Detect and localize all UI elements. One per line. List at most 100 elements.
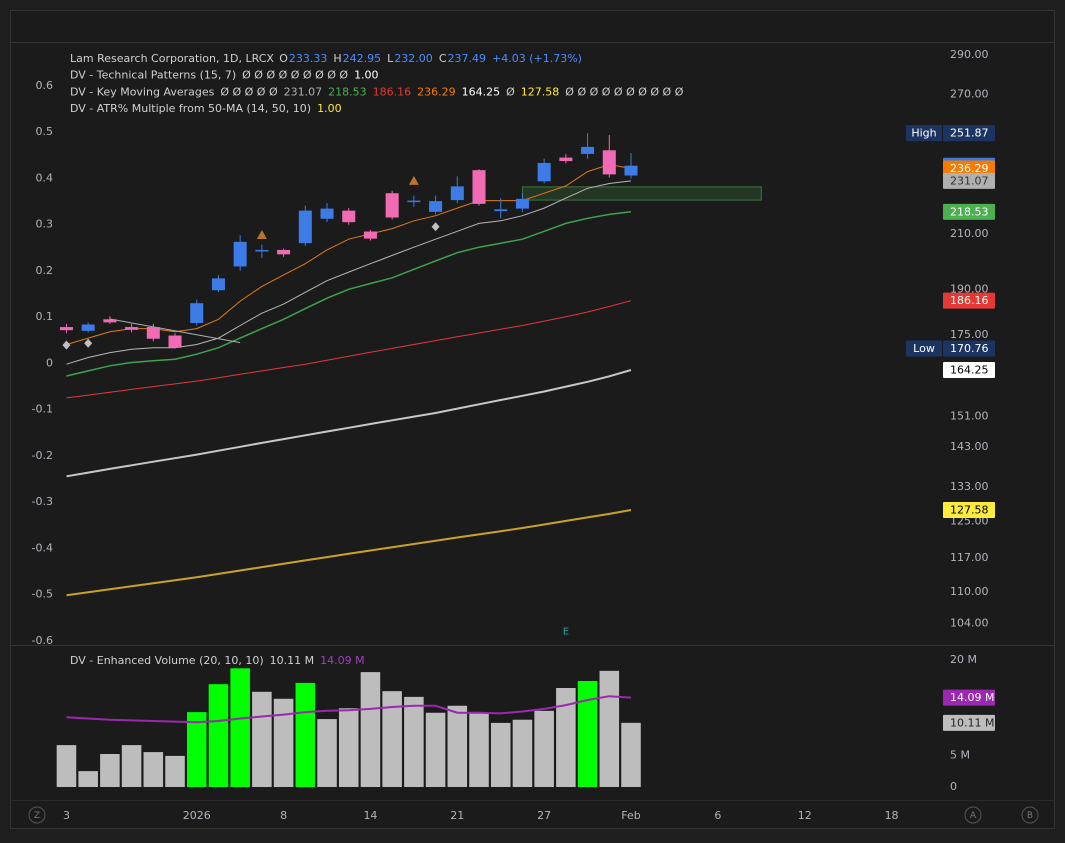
- moving-average-line: [66, 211, 632, 377]
- candle-body: [515, 198, 529, 209]
- legend-title: DV - ATR% Multiple from 50-MA (14, 50, 1…: [70, 102, 311, 115]
- oscillator-tick-label: -0.4: [32, 541, 53, 554]
- pattern-marker: [256, 229, 267, 239]
- legend-value: 1.00: [354, 69, 379, 82]
- price-tick-label: 210.00: [950, 227, 989, 240]
- volume-bar: [382, 691, 402, 787]
- price-tick-label: 143.00: [950, 440, 989, 453]
- volume-bar: [534, 710, 554, 787]
- legend-value: 218.53: [328, 85, 367, 98]
- candle-body: [168, 335, 182, 348]
- volume-bar: [208, 684, 229, 787]
- candle-body: [342, 210, 356, 223]
- candle-body: [385, 193, 399, 218]
- legend-value: 164.25: [462, 85, 501, 98]
- price-tick-label: 151.00: [950, 410, 989, 423]
- legend-label: H: [333, 52, 341, 65]
- price-badge-text: 251.87: [950, 127, 989, 140]
- legend-value: 1.00: [317, 102, 342, 115]
- volume-bar: [360, 672, 381, 787]
- x-tick-label: 21: [450, 809, 464, 822]
- candle-body: [190, 303, 204, 324]
- x-tick-label: 2026: [183, 809, 211, 822]
- price-badge-text: 186.16: [950, 294, 989, 307]
- legend-value: 233.33: [289, 52, 328, 65]
- legend-value: 14.09 M: [320, 654, 364, 667]
- price-badge: [943, 160, 995, 177]
- x-tick-label: 12: [798, 809, 812, 822]
- price-tick-label: 175.00: [950, 328, 989, 341]
- control-circle[interactable]: [964, 806, 982, 824]
- legend-title: Lam Research Corporation, 1D, LRCX: [70, 52, 274, 65]
- volume-bar: [490, 722, 511, 787]
- control-circle[interactable]: [1021, 806, 1039, 824]
- price-badge: [943, 292, 995, 309]
- legend-value: 186.16: [373, 85, 412, 98]
- legend-row: DV - Enhanced Volume (20, 10, 10) 10.11 M…: [70, 654, 365, 667]
- oscillator-tick-label: -0.2: [32, 449, 53, 462]
- legend-value: 242.95: [343, 52, 382, 65]
- candle-body: [559, 157, 573, 162]
- volume-bar: [599, 670, 620, 787]
- price-badge-text: 170.76: [950, 342, 989, 355]
- legend-value: Ø Ø Ø Ø Ø: [220, 85, 278, 98]
- legend-value: 232.00: [394, 52, 433, 65]
- price-badge-text: 164.25: [950, 364, 989, 377]
- price-badge-text: 236.29: [950, 162, 989, 175]
- moving-average-line: [66, 300, 632, 399]
- volume-bar: [404, 696, 424, 787]
- candle-body: [211, 278, 225, 291]
- volume-bar: [556, 687, 576, 787]
- x-tick-label: 3: [63, 809, 70, 822]
- candle-body: [450, 186, 464, 201]
- volume-bar: [512, 719, 533, 787]
- control-label[interactable]: B: [1027, 811, 1033, 821]
- price-badge: [943, 340, 995, 357]
- legend-value: 237.49: [448, 52, 487, 65]
- x-tick-label: 18: [885, 809, 899, 822]
- candle-body: [494, 209, 508, 212]
- oscillator-tick-label: 0.1: [36, 310, 54, 323]
- candle-body: [537, 162, 551, 182]
- candle-body: [407, 200, 421, 203]
- moving-average-line: [66, 163, 632, 345]
- price-tick-label: 190.00: [950, 282, 989, 295]
- control-label[interactable]: Z: [34, 811, 40, 821]
- control-button[interactable]: B: [1021, 806, 1039, 824]
- control-circle[interactable]: [28, 806, 46, 824]
- oscillator-tick-label: 0.6: [36, 79, 54, 92]
- legend-title: DV - Technical Patterns (15, 7): [70, 69, 236, 82]
- x-tick-label: 6: [714, 809, 721, 822]
- badge-tag: [906, 340, 942, 357]
- legend-title: DV - Enhanced Volume (20, 10, 10): [70, 654, 264, 667]
- control-button[interactable]: A: [964, 806, 982, 824]
- volume-bar: [469, 712, 489, 787]
- volume-bar: [230, 668, 250, 787]
- x-tick-label: Feb: [621, 809, 640, 822]
- volume-bar: [577, 681, 598, 787]
- price-badge: [943, 689, 995, 706]
- control-label[interactable]: A: [970, 811, 977, 821]
- oscillator-tick-label: -0.1: [32, 403, 53, 416]
- price-badge: [943, 502, 995, 519]
- legend-value: 236.29: [417, 85, 456, 98]
- oscillator-tick-label: -0.5: [32, 588, 53, 601]
- price-badge-text: 14.09 M: [950, 691, 994, 704]
- x-tick-label: 14: [363, 809, 377, 822]
- price-badge: [943, 362, 995, 379]
- oscillator-tick-label: -0.3: [32, 495, 53, 508]
- oscillator-tick-label: 0.4: [36, 171, 54, 184]
- candle-body: [624, 165, 638, 176]
- pattern-marker: [84, 338, 93, 348]
- price-badge-text: 10.11 M: [950, 716, 994, 729]
- volume-bar: [621, 722, 641, 787]
- legend-value: 231.07: [284, 85, 323, 98]
- volume-bar: [143, 752, 164, 787]
- volume-bar: [165, 755, 185, 787]
- badge-tag-text: High: [911, 127, 936, 140]
- pattern-marker: [408, 175, 419, 185]
- control-button[interactable]: Z: [28, 806, 46, 824]
- legend-row: DV - Technical Patterns (15, 7) Ø Ø Ø Ø Ø…: [70, 69, 379, 82]
- legend-row: Lam Research Corporation, 1D, LRCX O233.3…: [70, 52, 582, 65]
